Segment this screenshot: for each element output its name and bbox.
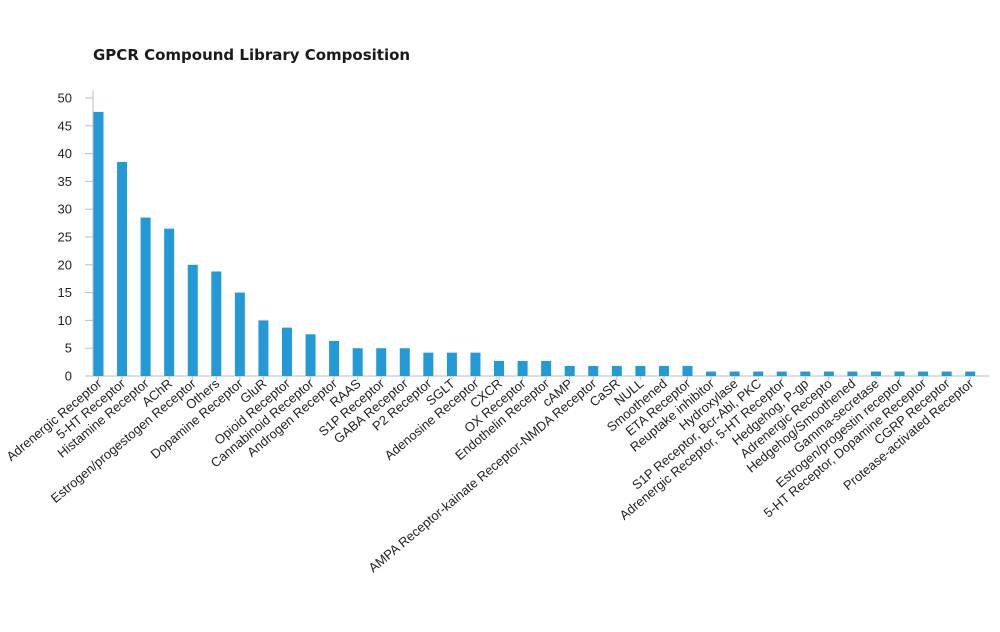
- y-tick-label: 45: [58, 118, 72, 133]
- bar: [140, 217, 151, 376]
- y-tick-label: 40: [58, 146, 72, 161]
- bar: [682, 365, 693, 376]
- y-tick-label: 30: [58, 202, 72, 217]
- bar: [470, 352, 481, 376]
- bar: [423, 352, 434, 376]
- bar: [965, 371, 976, 376]
- bar: [281, 327, 292, 376]
- bar: [870, 371, 881, 376]
- bar: [800, 371, 811, 376]
- y-tick-label: 25: [58, 230, 72, 245]
- bar: [823, 371, 834, 376]
- bar: [211, 271, 222, 376]
- bar: [399, 348, 410, 376]
- bar: [305, 334, 316, 376]
- bar: [706, 371, 717, 376]
- bar: [187, 264, 198, 376]
- bar: [753, 371, 764, 376]
- bar: [564, 365, 575, 376]
- bar: [541, 360, 552, 376]
- bar: [352, 348, 363, 376]
- y-tick-label: 50: [58, 91, 72, 106]
- bar: [635, 365, 646, 376]
- y-tick-label: 15: [58, 285, 72, 300]
- bar: [376, 348, 387, 376]
- bar: [258, 320, 269, 376]
- bar: [941, 371, 952, 376]
- bar: [776, 371, 787, 376]
- bar: [847, 371, 858, 376]
- y-tick-label: 35: [58, 174, 72, 189]
- bar: [894, 371, 905, 376]
- bar: [918, 371, 929, 376]
- bar: [588, 365, 599, 376]
- bar: [446, 352, 457, 376]
- bar: [234, 292, 245, 376]
- bar: [729, 371, 740, 376]
- bar: [611, 365, 622, 376]
- bar: [117, 161, 128, 376]
- bar: [494, 360, 505, 376]
- y-tick-label: 0: [65, 369, 72, 384]
- bar: [329, 340, 340, 376]
- bar: [517, 360, 528, 376]
- y-tick-label: 5: [65, 341, 72, 356]
- chart-title: GPCR Compound Library Composition: [93, 46, 411, 64]
- bar: [164, 228, 175, 376]
- bar: [93, 111, 104, 377]
- y-tick-label: 20: [58, 257, 72, 272]
- bar: [658, 365, 669, 376]
- y-tick-label: 10: [58, 313, 72, 328]
